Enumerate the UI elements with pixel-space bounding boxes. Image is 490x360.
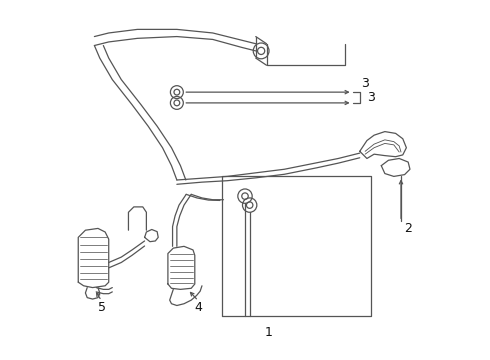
Text: 3: 3	[367, 91, 375, 104]
Text: 3: 3	[361, 77, 369, 90]
Text: 2: 2	[404, 222, 412, 235]
Text: 4: 4	[195, 301, 202, 314]
Text: 5: 5	[98, 301, 105, 314]
Text: 1: 1	[265, 326, 272, 339]
